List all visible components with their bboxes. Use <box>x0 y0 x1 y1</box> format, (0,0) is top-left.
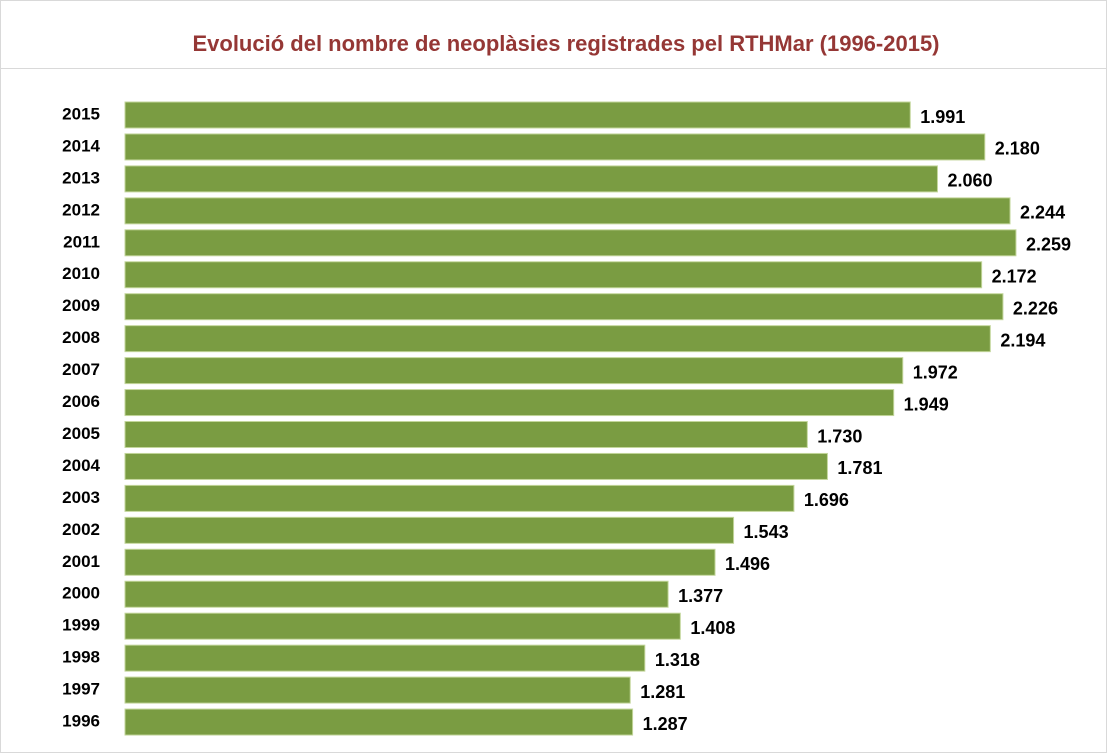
data-label: 1.318 <box>655 650 700 670</box>
y-tick-label: 2008 <box>62 328 100 347</box>
y-tick-label: 1996 <box>62 712 100 731</box>
y-tick-label: 2009 <box>62 296 100 315</box>
bar <box>124 293 1004 321</box>
bar <box>124 389 895 417</box>
data-label: 1.991 <box>920 107 965 127</box>
y-tick-label: 2001 <box>62 552 100 571</box>
y-tick-label: 1999 <box>62 616 100 635</box>
data-label: 2.226 <box>1013 298 1058 318</box>
data-label: 1.281 <box>640 682 685 702</box>
bar <box>124 421 808 448</box>
y-tick-label: 2010 <box>62 264 100 283</box>
data-label: 1.543 <box>744 522 789 542</box>
bar <box>124 516 735 544</box>
data-label: 1.496 <box>725 554 770 574</box>
bar <box>124 357 904 385</box>
data-label: 1.781 <box>837 458 882 478</box>
y-tick-label: 2015 <box>62 104 100 123</box>
bar <box>124 708 634 736</box>
y-tick-label: 2006 <box>62 392 100 411</box>
bar <box>124 101 911 129</box>
data-label: 1.730 <box>817 426 862 446</box>
y-tick-label: 2011 <box>63 232 100 251</box>
y-tick-label: 2014 <box>62 136 100 155</box>
y-tick-label: 2013 <box>62 168 100 187</box>
y-tick-label: 2002 <box>62 520 100 539</box>
y-tick-label: 2005 <box>62 424 100 443</box>
bar <box>124 229 1017 257</box>
bar <box>124 612 681 640</box>
y-tick-label: 1998 <box>62 648 100 667</box>
data-label: 2.244 <box>1020 203 1065 223</box>
data-label: 2.194 <box>1000 330 1045 350</box>
y-tick-label: 2007 <box>62 360 100 379</box>
bar <box>124 484 795 512</box>
y-tick-label: 2004 <box>62 456 100 475</box>
bar <box>124 165 938 193</box>
bar <box>124 644 646 672</box>
data-label: 1.972 <box>913 362 958 382</box>
data-label: 1.287 <box>643 714 688 734</box>
bar <box>124 548 716 576</box>
bar <box>124 452 828 480</box>
data-label: 1.696 <box>804 490 849 510</box>
y-tick-label: 1997 <box>62 680 100 699</box>
bar <box>124 197 1011 225</box>
y-tick-label: 2012 <box>62 200 100 219</box>
y-tick-label: 2003 <box>62 488 100 507</box>
data-label: 2.259 <box>1026 235 1071 255</box>
bar <box>124 325 991 353</box>
data-label: 1.949 <box>904 394 949 414</box>
data-label: 2.180 <box>995 139 1040 159</box>
y-tick-label: 2000 <box>62 584 100 603</box>
chart-title: Evolució del nombre de neoplàsies regist… <box>192 31 939 56</box>
bar <box>124 133 986 161</box>
bar <box>124 261 983 289</box>
bar <box>124 676 631 704</box>
bar <box>124 580 669 608</box>
data-label: 2.060 <box>947 171 992 191</box>
data-label: 2.172 <box>992 267 1037 287</box>
data-label: 1.377 <box>678 586 723 606</box>
data-label: 1.408 <box>690 618 735 638</box>
